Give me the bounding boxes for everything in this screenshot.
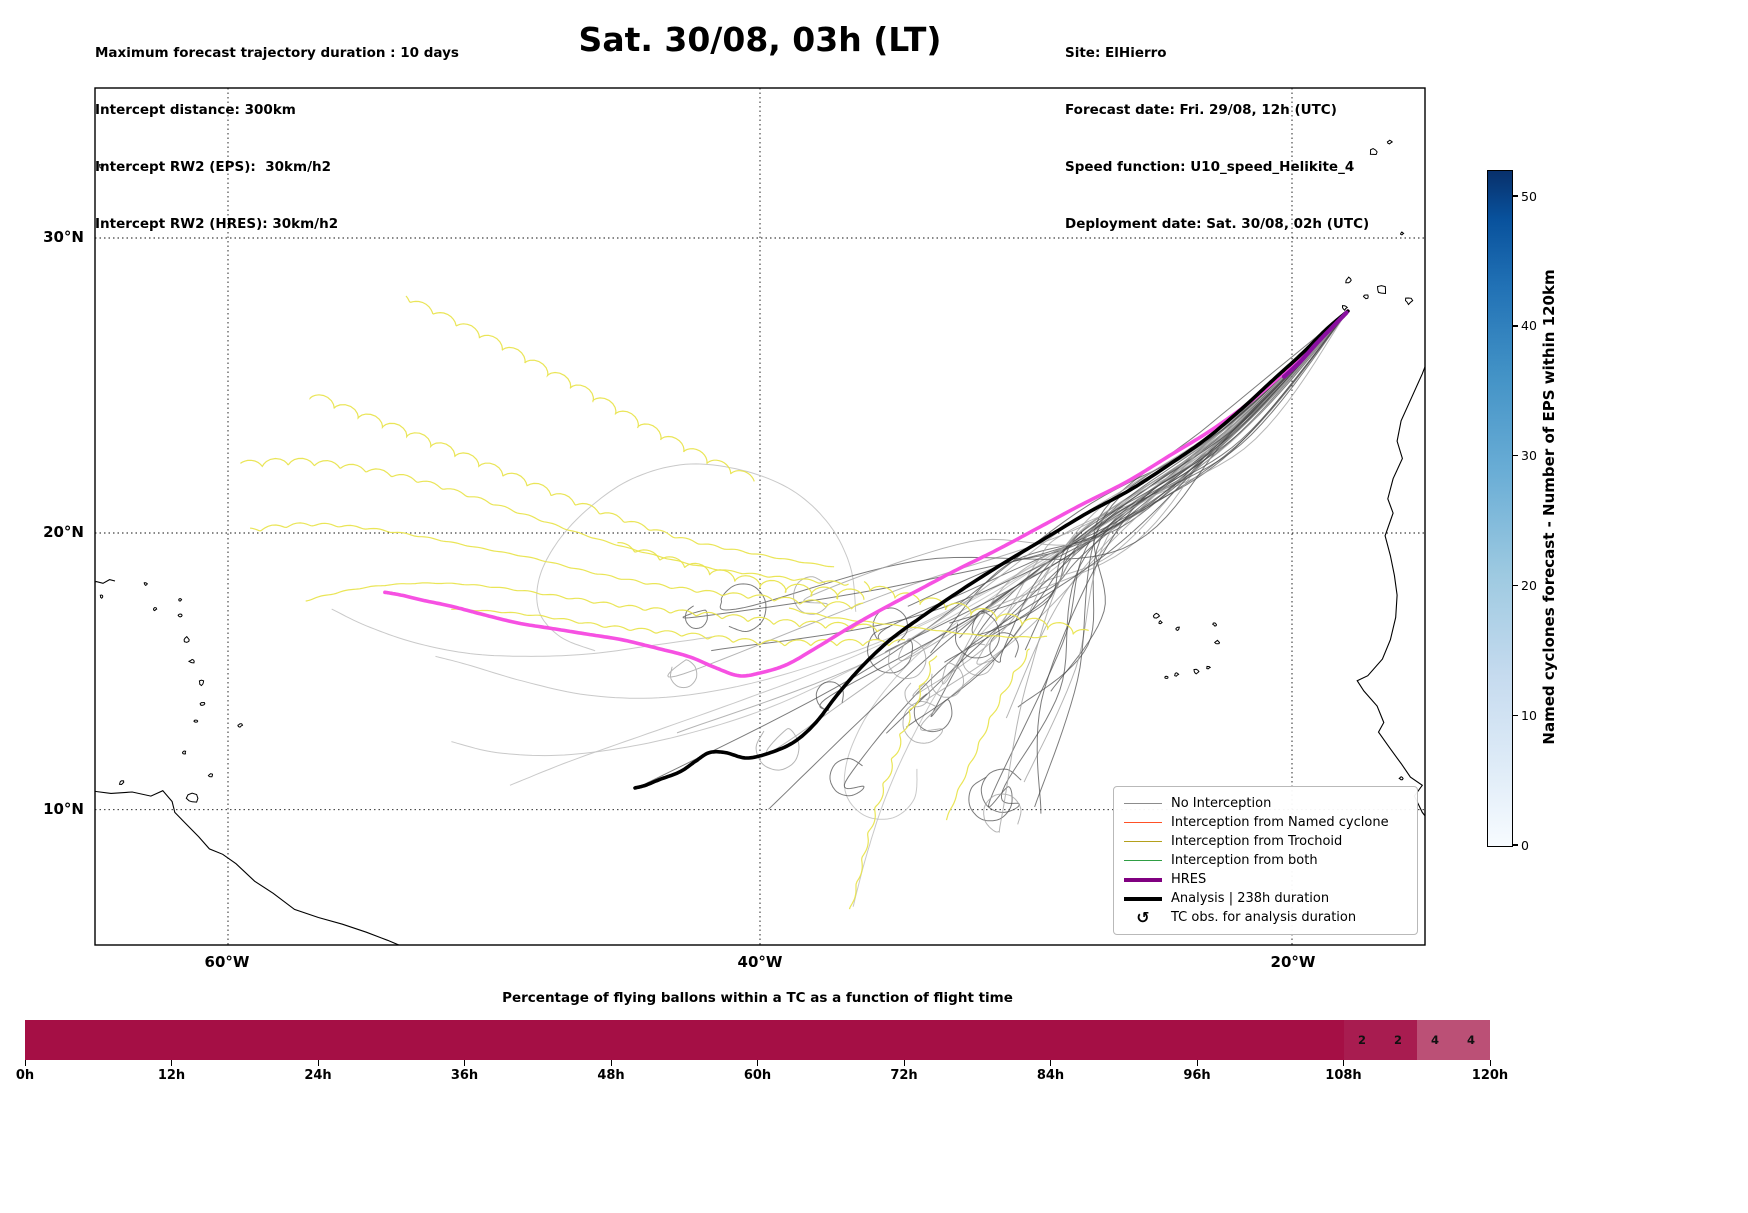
tc-percentage-bar <box>25 1020 1490 1060</box>
legend-item: Interception from both <box>1124 851 1407 870</box>
hour-tick-label: 60h <box>743 1068 772 1083</box>
colorbar-tick <box>1512 844 1518 846</box>
analysis-line-swatch <box>1124 896 1162 901</box>
lon-tick-label: 20°W <box>1270 953 1316 971</box>
colorbar-tick-label: 0 <box>1521 837 1529 853</box>
config-line: Intercept RW2 (EPS): 30km/h2 <box>95 159 331 175</box>
hour-tick-label: 24h <box>304 1068 332 1083</box>
colorbar-tick-label: 20 <box>1521 577 1537 593</box>
hour-tick <box>24 1060 26 1066</box>
bottom-bar-title: Percentage of flying ballons within a TC… <box>502 990 1013 1006</box>
config-line: Intercept distance: 300km <box>95 102 296 118</box>
hour-tick-label: 0h <box>15 1068 35 1083</box>
lon-tick-label: 60°W <box>204 953 250 971</box>
named-cyclone-line-swatch <box>1124 821 1162 824</box>
tc-percentage-value: 2 <box>1393 1033 1402 1047</box>
colorbar-tick <box>1512 714 1518 716</box>
colorbar-tick <box>1512 455 1518 457</box>
site-info-text: Site: ElHierro Forecast date: Fri. 29/08… <box>1065 6 1369 272</box>
legend-item: Analysis | 238h duration <box>1124 889 1407 908</box>
run-config-text: Maximum forecast trajectory duration : 1… <box>95 6 459 272</box>
both-line-swatch <box>1124 859 1162 862</box>
legend-item: Interception from Trochoid <box>1124 832 1407 851</box>
hour-tick-label: 120h <box>1471 1068 1509 1083</box>
config-line: Intercept RW2 (HRES): 30km/h2 <box>95 216 339 232</box>
tc-percentage-value: 4 <box>1430 1033 1439 1047</box>
hour-tick <box>757 1060 758 1066</box>
hour-tick-label: 108h <box>1325 1068 1362 1083</box>
hour-tick-label: 12h <box>157 1068 186 1083</box>
tc-percentage-segment-4 <box>1416 1020 1490 1060</box>
legend: No Interception Interception from Named … <box>1113 786 1418 935</box>
info-line: Forecast date: Fri. 29/08, 12h (UTC) <box>1065 102 1337 118</box>
hour-tick-label: 72h <box>890 1068 918 1083</box>
colorbar-tick-label: 50 <box>1521 188 1537 204</box>
hour-tick <box>610 1060 612 1066</box>
colorbar-tick-label: 40 <box>1521 318 1537 334</box>
map-frame <box>94 87 1426 946</box>
info-line: Deployment date: Sat. 30/08, 02h (UTC) <box>1065 216 1370 232</box>
hour-tick-label: 36h <box>450 1068 479 1083</box>
hour-tick <box>171 1060 172 1066</box>
colorbar-title: Named cyclones forecast - Number of EPS … <box>1540 269 1558 745</box>
info-line: Site: ElHierro <box>1065 45 1167 61</box>
info-line: Speed function: U10_speed_Helikite_4 <box>1065 159 1355 175</box>
hour-tick <box>1489 1060 1491 1066</box>
tc-percentage-value: 4 <box>1466 1033 1475 1047</box>
legend-item-label: HRES <box>1171 872 1207 887</box>
hour-tick <box>1343 1060 1344 1066</box>
hour-tick <box>317 1060 319 1066</box>
legend-item: Interception from Named cyclone <box>1124 813 1407 832</box>
colorbar-gradient <box>1487 170 1513 847</box>
colorbar-tick <box>1512 195 1518 197</box>
hour-tick <box>1196 1060 1198 1066</box>
trajectory-lines <box>240 295 1350 910</box>
trochoid-line-swatch <box>1124 840 1162 843</box>
hres-line-swatch <box>1124 877 1162 882</box>
legend-item-label: Interception from Named cyclone <box>1171 815 1389 830</box>
tc-percentage-value: 2 <box>1357 1033 1366 1047</box>
lon-tick-label: 40°W <box>737 953 783 971</box>
hour-tick <box>903 1060 905 1066</box>
legend-item-label: TC obs. for analysis duration <box>1171 910 1357 925</box>
colorbar-tick <box>1512 325 1518 327</box>
lat-tick-label: 30°N <box>43 228 84 246</box>
lat-tick-label: 20°N <box>43 523 84 541</box>
no-interception-line-swatch <box>1124 802 1162 805</box>
legend-item-label: Interception from Trochoid <box>1171 834 1343 849</box>
coastlines <box>95 139 1425 945</box>
hour-tick-label: 84h <box>1036 1068 1065 1083</box>
tc-percentage-segment-2 <box>1343 1020 1417 1060</box>
legend-item: ↺ TC obs. for analysis duration <box>1124 908 1407 927</box>
lat-tick-label: 10°N <box>43 800 84 818</box>
legend-item: HRES <box>1124 870 1407 889</box>
colorbar-tick-label: 10 <box>1521 707 1537 723</box>
tc-obs-icon: ↺ <box>1136 907 1150 927</box>
colorbar-tick <box>1512 584 1518 587</box>
hour-tick-label: 96h <box>1183 1068 1211 1083</box>
hour-tick <box>1050 1060 1051 1066</box>
legend-item: No Interception <box>1124 794 1407 813</box>
legend-item-label: Analysis | 238h duration <box>1171 891 1330 906</box>
hour-tick <box>464 1060 465 1066</box>
colorbar-tick-label: 30 <box>1521 448 1537 464</box>
plot-title: Sat. 30/08, 03h (LT) <box>578 20 942 59</box>
config-line: Maximum forecast trajectory duration : 1… <box>95 45 459 61</box>
legend-item-label: Interception from both <box>1171 853 1318 868</box>
legend-item-label: No Interception <box>1171 796 1272 811</box>
hour-tick-label: 48h <box>597 1068 625 1083</box>
